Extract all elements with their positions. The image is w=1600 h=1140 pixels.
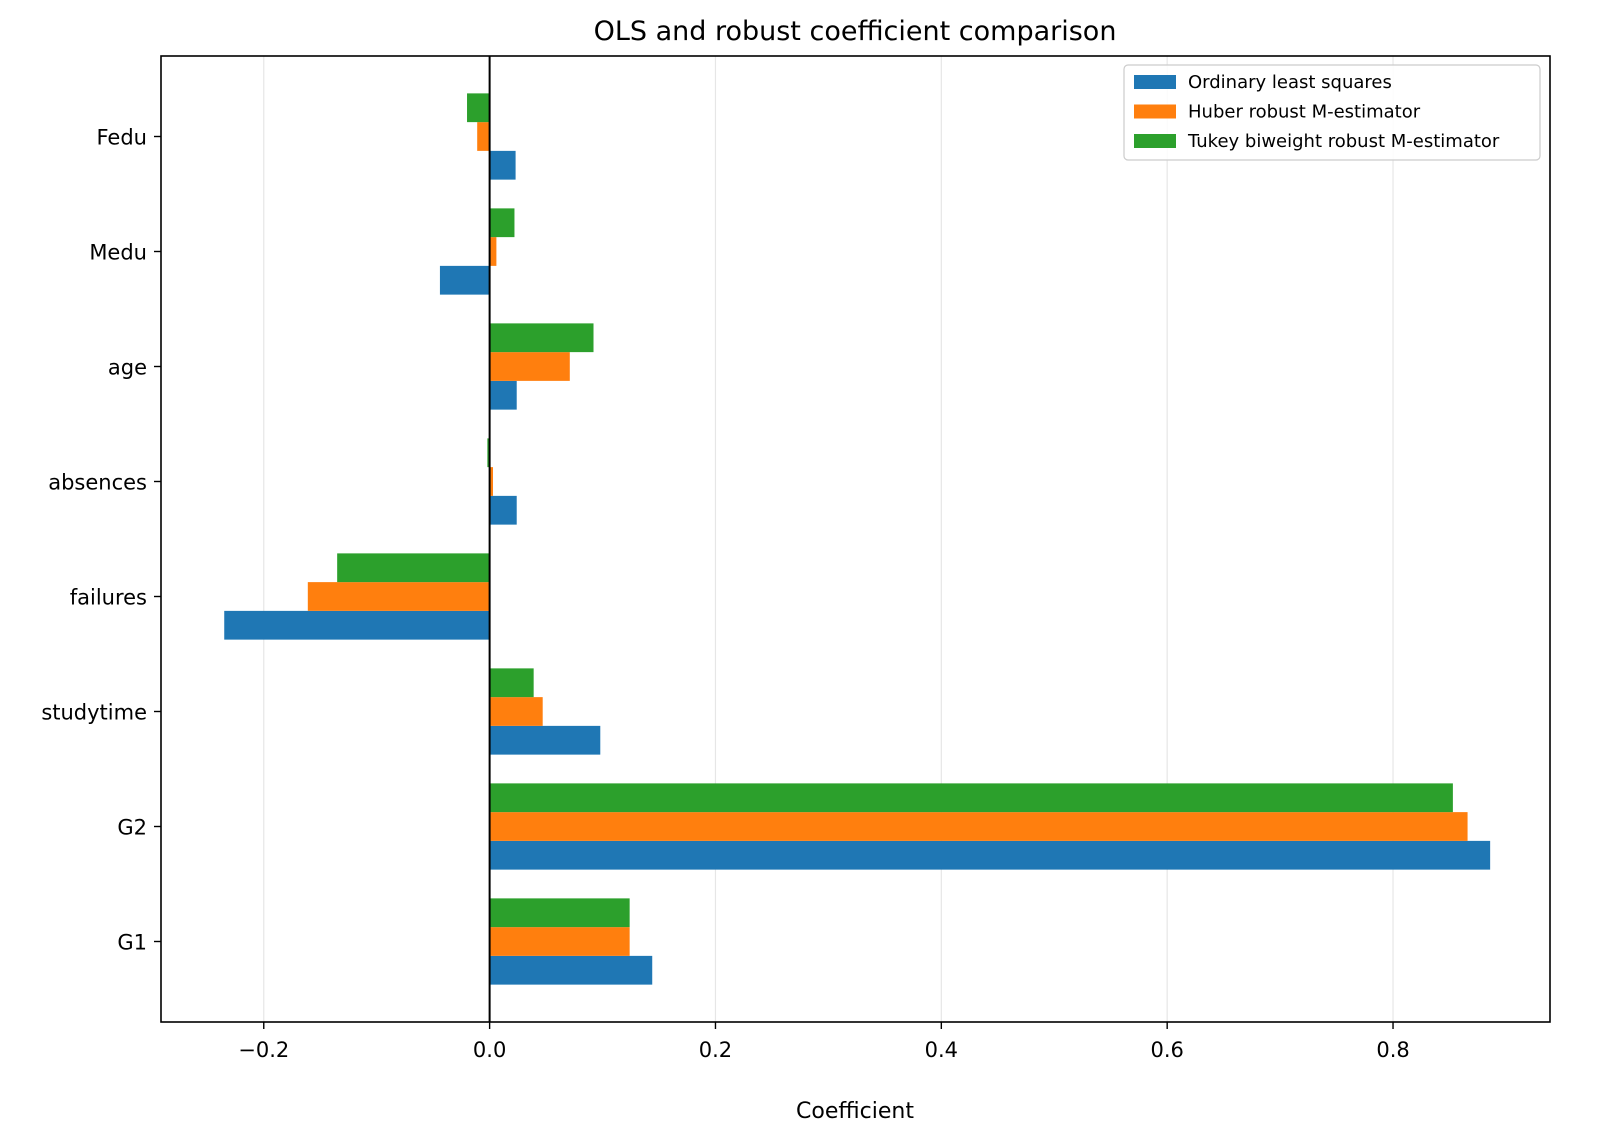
bar-failures-series-2: [307, 582, 490, 611]
bar-g1-series-3: [489, 898, 630, 928]
chart-title: OLS and robust coefficient comparison: [594, 16, 1117, 47]
bar-studytime-series-1: [489, 725, 601, 755]
bar-medu-series-3: [489, 208, 515, 238]
y-tick-label: Fedu: [97, 126, 148, 150]
bar-g1-series-2: [489, 927, 630, 956]
bar-fedu-series-2: [477, 122, 490, 151]
bar-fedu-series-1: [489, 150, 516, 180]
grid-lines: [263, 56, 1394, 1022]
legend-swatch: [1134, 104, 1176, 119]
x-tick-label: 0.4: [925, 1038, 958, 1062]
bar-fedu-series-3: [467, 93, 490, 123]
bar-age-series-2: [489, 352, 570, 381]
bar-medu-series-2: [489, 237, 497, 266]
legend-swatch: [1134, 134, 1176, 148]
y-tick-label: G1: [117, 931, 147, 955]
bar-g2-series-3: [489, 783, 1453, 813]
bar-medu-series-1: [439, 265, 490, 295]
bar-failures-series-3: [337, 553, 490, 583]
bar-studytime-series-2: [489, 697, 543, 726]
bar-g2-series-2: [489, 812, 1468, 841]
y-tick-label: absences: [48, 471, 147, 495]
x-tick-label: 0.2: [699, 1038, 732, 1062]
y-tick-label: Medu: [89, 241, 147, 265]
bar-age-series-1: [489, 380, 517, 410]
y-tick-label: G2: [117, 816, 147, 840]
legend-swatch: [1134, 75, 1176, 89]
y-axis: G1 G2 studytime failures absences age Medu Fedu: [41, 126, 161, 955]
series-3: [337, 93, 1453, 928]
bar-g1-series-1: [489, 955, 653, 985]
x-tick-label: 0.6: [1150, 1038, 1183, 1062]
x-axis-label: Coefficient: [796, 1099, 914, 1124]
legend: Ordinary least squares Huber robust M-est…: [1123, 64, 1541, 161]
bars: [224, 93, 1491, 985]
y-tick-label: failures: [70, 586, 147, 610]
bar-age-series-3: [489, 323, 594, 353]
bar-absences-series-1: [489, 495, 517, 525]
legend-label: Ordinary least squares: [1188, 72, 1392, 93]
plot-frame: [160, 55, 1551, 1023]
bar-studytime-series-3: [489, 668, 534, 698]
legend-box: [1123, 64, 1541, 161]
bar-g2-series-1: [489, 840, 1491, 870]
bar-absences-series-2: [489, 467, 494, 496]
x-tick-label: −0.2: [238, 1038, 289, 1062]
series-1: [224, 150, 1491, 985]
series-2: [307, 122, 1468, 956]
y-tick-label: studytime: [41, 701, 147, 725]
legend-label: Huber robust M-estimator: [1188, 102, 1421, 123]
legend-label: Tukey biweight robust M-estimator: [1187, 131, 1500, 152]
x-tick-label: 0.8: [1376, 1038, 1409, 1062]
bar-absences-series-3: [487, 438, 490, 468]
bar-failures-series-1: [224, 610, 490, 640]
y-tick-label: age: [108, 356, 147, 380]
x-axis: −0.2 0.0 0.2 0.4 0.6 0.8: [238, 1022, 1410, 1062]
x-tick-label: 0.0: [473, 1038, 506, 1062]
